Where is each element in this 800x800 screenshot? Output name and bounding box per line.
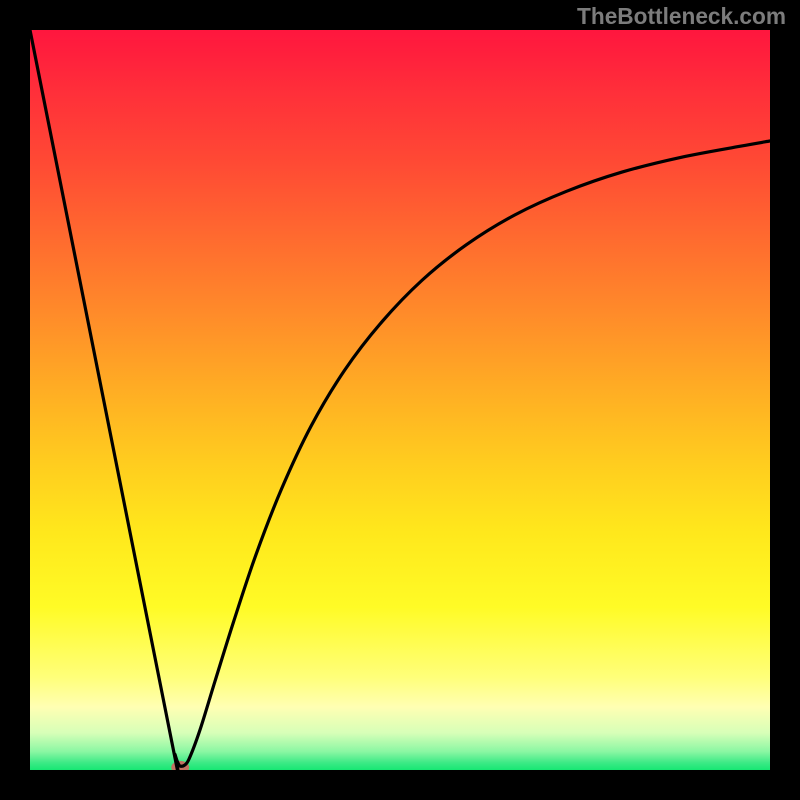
chart-frame: TheBottleneck.com [0,0,800,800]
watermark-text: TheBottleneck.com [577,3,786,30]
gradient-background [30,30,770,770]
chart-svg [30,30,770,770]
plot-area [30,30,770,770]
